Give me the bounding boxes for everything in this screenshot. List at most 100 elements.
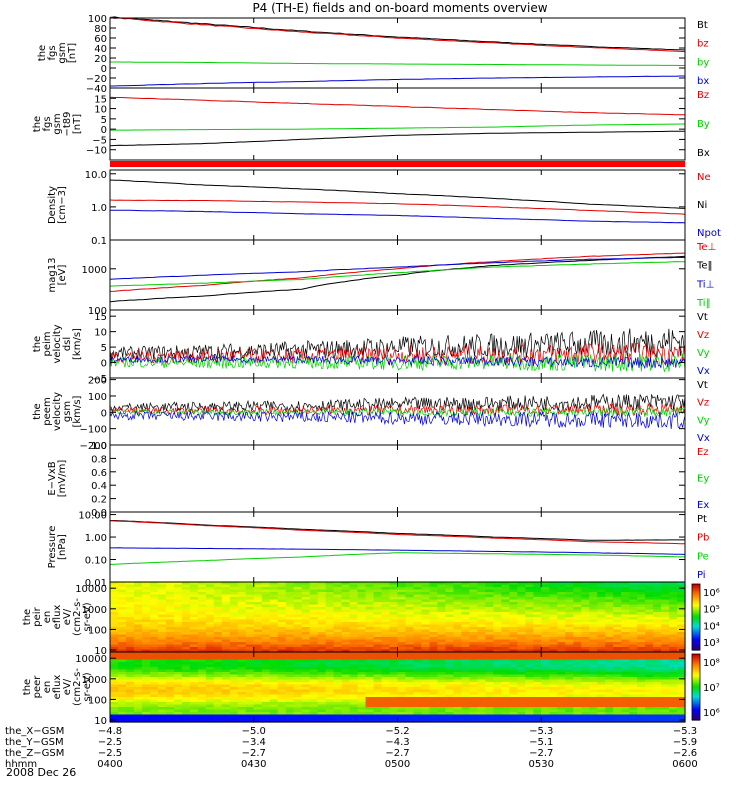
heatmap-cell (453, 677, 462, 681)
colorbar-step (692, 708, 700, 711)
heatmap-cell (301, 669, 311, 673)
heatmap-cell (357, 584, 367, 588)
heatmap-cell (485, 709, 494, 713)
heatmap-cell (677, 652, 686, 656)
heatmap-cell (285, 617, 295, 621)
heatmap-cell (245, 704, 255, 708)
heatmap-cell (245, 699, 255, 703)
heatmap-cell (221, 694, 231, 698)
heatmap-cell (445, 717, 455, 721)
colorbar-label: 10⁶ (703, 588, 720, 599)
heatmap-cell (245, 612, 255, 616)
heatmap-cell (149, 684, 159, 688)
heatmap-cell (261, 707, 271, 711)
heatmap-cell (533, 587, 542, 591)
heatmap-cell (189, 654, 199, 658)
heatmap-cell (589, 684, 598, 688)
heatmap-cell (245, 674, 255, 678)
heatmap-cell (549, 684, 558, 688)
heatmap-cell (149, 609, 159, 613)
heatmap-cell (653, 694, 662, 698)
heatmap-cell (110, 612, 119, 616)
heatmap-cell (493, 634, 502, 638)
heatmap-cell (389, 634, 399, 638)
heatmap-cell (485, 664, 494, 668)
heatmap-cell (637, 684, 646, 688)
heatmap-cell (237, 687, 247, 691)
heatmap-cell (229, 684, 239, 688)
heatmap-cell (157, 657, 167, 661)
heatmap-cell (469, 624, 478, 628)
heatmap-cell (453, 699, 462, 703)
heatmap-cell (485, 627, 494, 631)
heatmap-cell (413, 624, 423, 628)
heatmap-cell (421, 677, 431, 681)
heatmap-cell (613, 599, 622, 603)
heatmap-cell (485, 594, 494, 598)
heatmap-cell (573, 697, 582, 701)
heatmap-cell (213, 667, 223, 671)
heatmap-cell (373, 659, 383, 663)
heatmap-cell (485, 689, 494, 693)
heatmap-cell (309, 624, 319, 628)
y-tick-label: 0.10 (85, 556, 107, 567)
heatmap-cell (205, 609, 215, 613)
heatmap-cell (469, 679, 478, 683)
heatmap-cell (357, 612, 367, 616)
heatmap-cell (357, 697, 367, 701)
y-axis-label: gsm (57, 42, 68, 63)
heatmap-cell (381, 592, 391, 596)
x-tick-label: 0430 (241, 759, 266, 770)
heatmap-cell (533, 612, 542, 616)
heatmap-cell (141, 642, 151, 646)
heatmap-cell (469, 694, 478, 698)
heatmap-cell (301, 699, 311, 703)
heatmap-cell (309, 707, 319, 711)
heatmap-cell (549, 654, 558, 658)
heatmap-cell (133, 689, 143, 693)
heatmap-cell (197, 717, 207, 721)
heatmap-cell (293, 669, 303, 673)
heatmap-cell (645, 687, 654, 691)
colorbar-step (692, 633, 700, 636)
heatmap-cell (205, 699, 215, 703)
heatmap-cell (181, 604, 191, 608)
heatmap-cell (253, 694, 263, 698)
heatmap-cell (413, 597, 423, 601)
heatmap-cell (493, 697, 502, 701)
heatmap-cell (437, 659, 447, 663)
heatmap-cell (341, 619, 351, 623)
heatmap-cell (269, 669, 279, 673)
heatmap-cell (301, 662, 311, 666)
heatmap-cell (253, 647, 263, 651)
heatmap-cell (557, 709, 566, 713)
heatmap-cell (653, 617, 662, 621)
heatmap-cell (517, 629, 526, 633)
heatmap-cell (549, 662, 558, 666)
heatmap-cell (413, 604, 423, 608)
heatmap-cell (405, 644, 415, 648)
heatmap-cell (181, 669, 191, 673)
heatmap-cell (301, 687, 311, 691)
heatmap-cell (197, 614, 207, 618)
heatmap-cell (541, 619, 550, 623)
heatmap-cell (157, 707, 167, 711)
heatmap-cell (413, 709, 423, 713)
heatmap-cell (581, 614, 590, 618)
heatmap-cell (517, 672, 526, 676)
heatmap-cell (365, 682, 375, 686)
heatmap-cell (509, 612, 518, 616)
heatmap-cell (509, 644, 518, 648)
heatmap-cell (413, 587, 423, 591)
heatmap-cell (525, 637, 534, 641)
heatmap-cell (173, 632, 183, 636)
heatmap-cell (397, 704, 407, 708)
colorbar-step (692, 640, 700, 643)
heatmap-cell (477, 622, 486, 626)
heatmap-cell (205, 597, 215, 601)
y-tick-label: 0.0 (91, 508, 107, 519)
heatmap-cell (261, 622, 271, 626)
heatmap-cell (237, 609, 247, 613)
heatmap-cell (501, 667, 510, 671)
heatmap-cell (437, 654, 447, 658)
